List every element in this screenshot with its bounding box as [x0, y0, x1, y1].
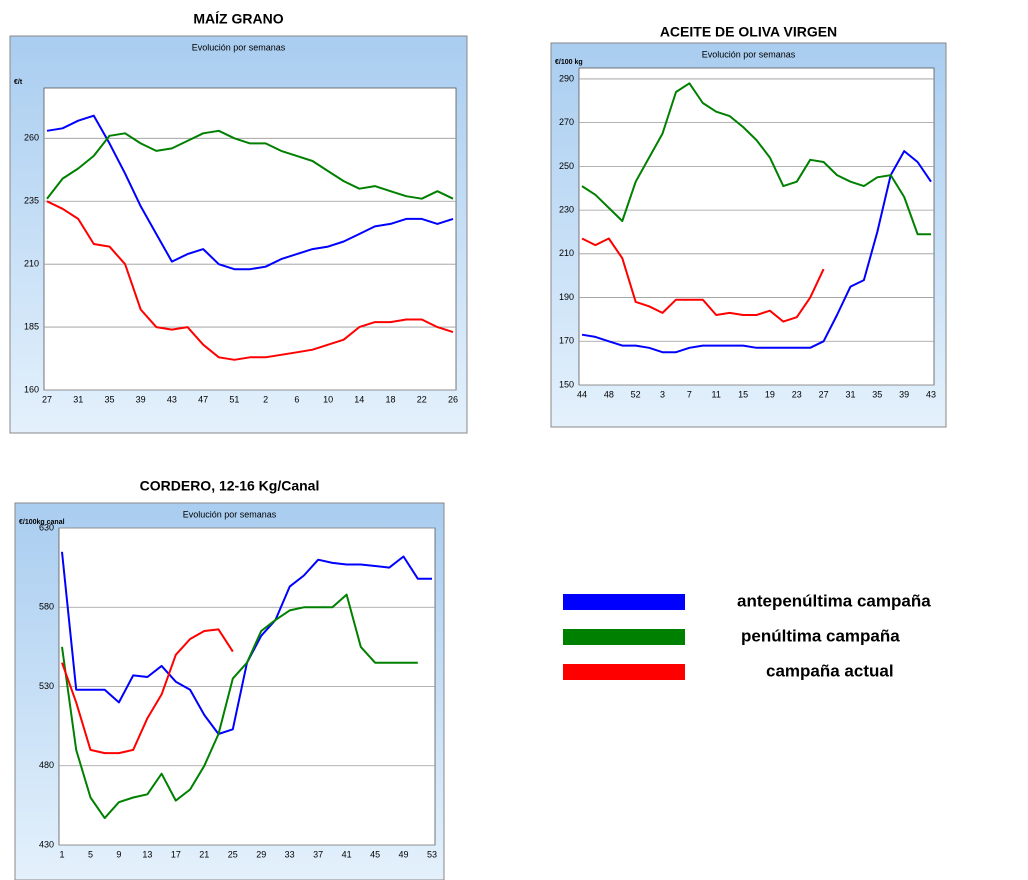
chart-title: CORDERO, 12-16 Kg/Canal [140, 478, 320, 494]
x-tick-label: 1 [59, 849, 64, 859]
x-tick-label: 31 [73, 394, 83, 404]
legend-label: campaña actual [766, 661, 894, 680]
y-tick-label: 250 [559, 161, 574, 171]
x-tick-label: 18 [386, 394, 396, 404]
y-axis-label: €/100 kg [555, 59, 583, 66]
y-tick-label: 580 [39, 602, 54, 612]
x-tick-label: 22 [417, 394, 427, 404]
chart-subtitle: Evolución por semanas [192, 42, 286, 52]
x-tick-label: 35 [872, 389, 882, 399]
x-tick-label: 3 [660, 389, 665, 399]
x-tick-label: 35 [104, 394, 114, 404]
x-tick-label: 17 [171, 849, 181, 859]
legend-swatch [563, 629, 685, 645]
x-tick-label: 7 [687, 389, 692, 399]
x-tick-label: 44 [577, 389, 587, 399]
x-tick-label: 51 [229, 394, 239, 404]
x-tick-label: 37 [313, 849, 323, 859]
y-tick-label: 260 [24, 133, 39, 143]
x-tick-label: 53 [427, 849, 437, 859]
x-tick-label: 48 [604, 389, 614, 399]
y-axis-label: €/t [14, 79, 23, 86]
y-tick-label: 210 [559, 248, 574, 258]
data-line [46, 200, 454, 361]
y-tick-label: 185 [24, 321, 39, 331]
y-tick-label: 430 [39, 839, 54, 849]
x-tick-label: 2 [263, 394, 268, 404]
y-tick-label: 230 [559, 204, 574, 214]
x-tick-label: 29 [256, 849, 266, 859]
x-tick-label: 13 [142, 849, 152, 859]
x-tick-label: 23 [792, 389, 802, 399]
y-tick-label: 210 [24, 259, 39, 269]
x-tick-label: 27 [819, 389, 829, 399]
y-tick-label: 530 [39, 681, 54, 691]
y-tick-label: 170 [559, 336, 574, 346]
chart-subtitle: Evolución por semanas [702, 49, 796, 59]
x-tick-label: 14 [354, 394, 364, 404]
x-tick-label: 43 [167, 394, 177, 404]
y-tick-label: 480 [39, 760, 54, 770]
data-line [61, 628, 234, 755]
legend-label: antepenúltima campaña [737, 591, 931, 610]
x-tick-label: 21 [199, 849, 209, 859]
x-tick-label: 33 [285, 849, 295, 859]
legend-swatch [563, 664, 685, 680]
x-tick-label: 27 [42, 394, 52, 404]
x-tick-label: 9 [116, 849, 121, 859]
x-tick-label: 19 [765, 389, 775, 399]
plot-area [43, 87, 457, 391]
x-tick-label: 39 [899, 389, 909, 399]
data-line [581, 237, 825, 323]
y-tick-label: 270 [559, 117, 574, 127]
chart-title: ACEITE DE OLIVA VIRGEN [660, 24, 837, 40]
data-line [46, 114, 454, 271]
x-tick-label: 52 [631, 389, 641, 399]
y-axis-label: €/100kg canal [19, 519, 65, 526]
data-line [581, 82, 931, 236]
x-tick-label: 15 [738, 389, 748, 399]
data-line [61, 593, 418, 820]
y-tick-label: 235 [24, 196, 39, 206]
x-tick-label: 49 [399, 849, 409, 859]
data-line [46, 129, 454, 200]
y-tick-label: 630 [39, 522, 54, 532]
x-tick-label: 41 [342, 849, 352, 859]
y-tick-label: 290 [559, 73, 574, 83]
chart-subtitle: Evolución por semanas [183, 509, 277, 519]
x-tick-label: 31 [845, 389, 855, 399]
plot-area [578, 67, 935, 386]
y-tick-label: 160 [24, 384, 39, 394]
x-tick-label: 11 [712, 389, 721, 399]
y-tick-label: 150 [559, 379, 574, 389]
data-line [581, 150, 932, 354]
x-tick-label: 39 [136, 394, 146, 404]
x-tick-label: 47 [198, 394, 208, 404]
x-tick-label: 25 [228, 849, 238, 859]
x-tick-label: 26 [448, 394, 458, 404]
x-tick-label: 10 [323, 394, 333, 404]
x-tick-label: 45 [370, 849, 380, 859]
y-tick-label: 190 [559, 292, 574, 302]
chart-title: MAÍZ GRANO [193, 11, 283, 27]
x-tick-label: 5 [88, 849, 93, 859]
x-tick-label: 43 [926, 389, 936, 399]
legend-swatch [563, 594, 685, 610]
legend-label: penúltima campaña [741, 626, 900, 645]
x-tick-label: 6 [294, 394, 299, 404]
